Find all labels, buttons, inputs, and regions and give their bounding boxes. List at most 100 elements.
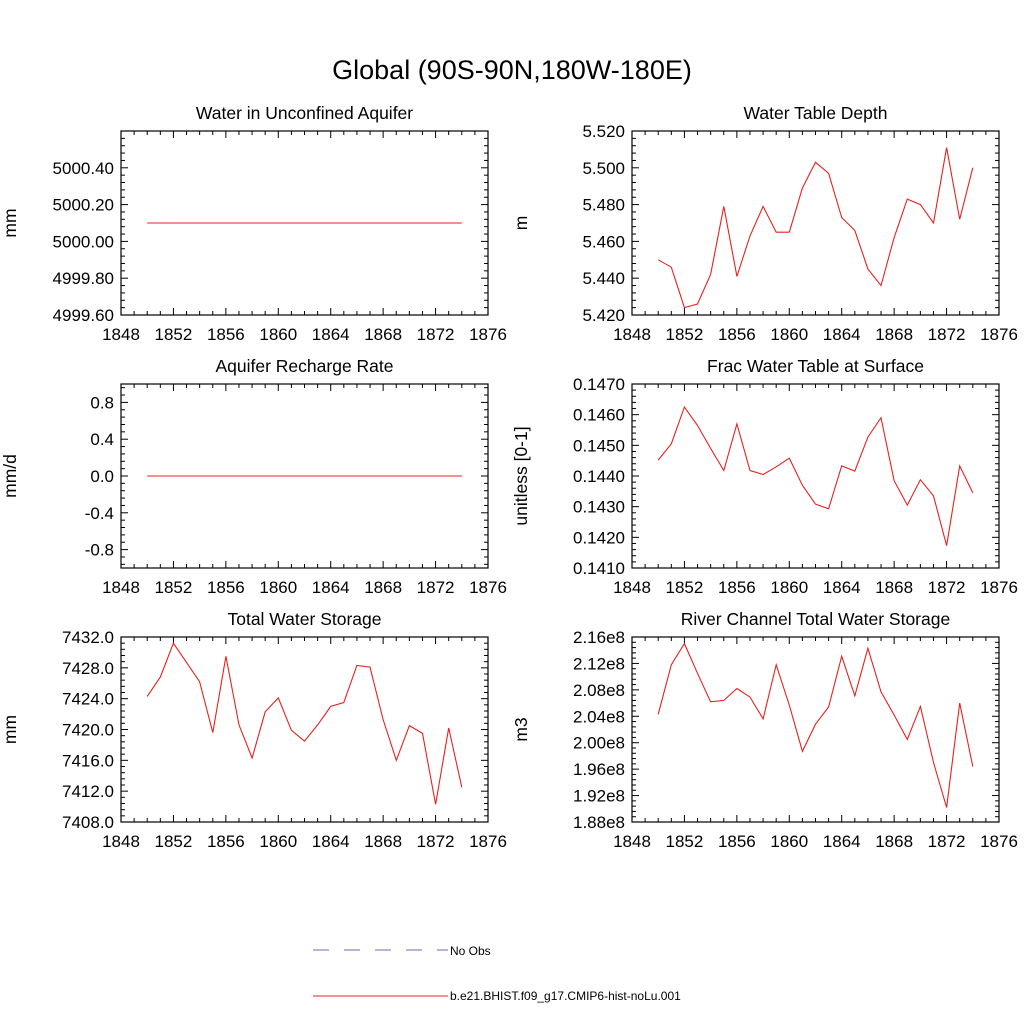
series-line: [146, 642, 463, 805]
x-tick-label: 1876: [469, 832, 507, 851]
y-tick-label: 0.1410: [573, 559, 625, 578]
y-tick-label: 2.04e8: [573, 707, 625, 726]
x-tick-label: 1852: [666, 578, 704, 597]
y-tick-label: 7412.0: [62, 782, 114, 801]
figure-title: Global (90S-90N,180W-180E): [332, 55, 692, 85]
x-tick-label: 1856: [207, 578, 245, 597]
y-tick-label: 0.1460: [573, 406, 625, 425]
y-tick-label: -0.4: [85, 504, 114, 523]
y-tick-label: 0.1440: [573, 467, 625, 486]
y-tick-label: 0.1470: [573, 375, 625, 394]
y-tick-label: 5.480: [582, 196, 625, 215]
y-tick-label: 5.500: [582, 159, 625, 178]
x-tick-label: 1876: [469, 578, 507, 597]
y-tick-label: 5.460: [582, 232, 625, 251]
y-axis-label: mm/d: [0, 454, 20, 498]
y-axis-label: unitless [0-1]: [511, 426, 531, 525]
x-tick-label: 1848: [613, 578, 651, 597]
plot-frame: [631, 636, 1000, 823]
y-axis-label: m: [511, 216, 531, 231]
chart-panel-4: 1848 1852 1856 1860 1864 1868 1872 1876 0.1410 0.…: [511, 356, 1018, 597]
y-tick-label: 0.1450: [573, 436, 625, 455]
x-tick-label: 1864: [312, 325, 350, 344]
y-tick-label: 5000.40: [53, 159, 114, 178]
y-tick-label: 0.8: [90, 393, 114, 412]
x-tick-label: 1848: [102, 832, 140, 851]
x-tick-label: 1868: [875, 325, 913, 344]
y-tick-label: 0.1420: [573, 528, 625, 547]
panel-title: Total Water Storage: [227, 609, 381, 629]
x-tick-label: 1864: [823, 832, 861, 851]
x-tick-label: 1876: [980, 325, 1018, 344]
x-tick-label: 1852: [155, 325, 193, 344]
x-tick-label: 1852: [666, 325, 704, 344]
y-tick-label: 4999.80: [53, 269, 114, 288]
chart-panel-6: 1848 1852 1856 1860 1864 1868 1872 1876 1.88e8 1.…: [511, 609, 1018, 851]
y-tick-label: 7420.0: [62, 721, 114, 740]
series-line: [657, 405, 974, 546]
x-tick-label: 1868: [875, 832, 913, 851]
y-tick-label: 7432.0: [62, 628, 114, 647]
y-tick-label: 5.420: [582, 306, 625, 325]
y-tick-label: 2.16e8: [573, 628, 625, 647]
y-axis-label: mm: [0, 208, 20, 237]
y-tick-label: 5.440: [582, 269, 625, 288]
x-tick-label: 1876: [980, 578, 1018, 597]
y-tick-label: 1.88e8: [573, 813, 625, 832]
x-tick-label: 1868: [364, 325, 402, 344]
y-tick-label: 1.92e8: [573, 787, 625, 806]
y-tick-label: 7424.0: [62, 690, 114, 709]
y-tick-label: 7428.0: [62, 659, 114, 678]
chart-panel-1: 1848 1852 1856 1860 1864 1868 1872 1876 4999.60 4…: [0, 103, 507, 344]
y-tick-label: 0.1430: [573, 498, 625, 517]
x-tick-label: 1860: [259, 832, 297, 851]
x-tick-label: 1864: [823, 325, 861, 344]
x-tick-label: 1848: [102, 578, 140, 597]
x-tick-label: 1860: [259, 325, 297, 344]
x-tick-label: 1868: [364, 832, 402, 851]
x-tick-label: 1876: [469, 325, 507, 344]
y-tick-label: 0.0: [90, 467, 114, 486]
legend-obs-label: No Obs: [450, 944, 491, 958]
x-tick-label: 1872: [928, 832, 966, 851]
panel-title: Water Table Depth: [744, 103, 888, 123]
x-tick-label: 1848: [613, 832, 651, 851]
x-tick-label: 1860: [770, 832, 808, 851]
x-tick-label: 1864: [823, 578, 861, 597]
y-tick-label: 5000.00: [53, 232, 114, 251]
chart-panel-5: 1848 1852 1856 1860 1864 1868 1872 1876 7408.0 74…: [0, 609, 507, 851]
x-tick-label: 1872: [928, 325, 966, 344]
legend: No Obs b.e21.BHIST.f09_g17.CMIP6-hist-noL…: [313, 944, 681, 1003]
y-tick-label: 7416.0: [62, 751, 114, 770]
y-tick-label: -0.8: [85, 541, 114, 560]
y-tick-label: 2.00e8: [573, 734, 625, 753]
y-tick-label: 5.520: [582, 122, 625, 141]
y-tick-label: 5000.20: [53, 196, 114, 215]
x-tick-label: 1852: [155, 832, 193, 851]
x-tick-label: 1856: [718, 325, 756, 344]
x-tick-label: 1852: [666, 832, 704, 851]
x-tick-label: 1876: [980, 832, 1018, 851]
panel-title: Aquifer Recharge Rate: [215, 356, 393, 376]
y-tick-label: 7408.0: [62, 813, 114, 832]
x-tick-label: 1868: [875, 578, 913, 597]
plot-frame: [120, 636, 489, 823]
x-tick-label: 1868: [364, 578, 402, 597]
panel-title: Water in Unconfined Aquifer: [196, 103, 413, 123]
x-tick-label: 1872: [417, 578, 455, 597]
panel-title: Frac Water Table at Surface: [707, 356, 924, 376]
y-tick-label: 2.08e8: [573, 681, 625, 700]
y-tick-label: 1.96e8: [573, 760, 625, 779]
x-tick-label: 1872: [417, 832, 455, 851]
y-axis-label: m3: [511, 717, 531, 741]
x-tick-label: 1864: [312, 832, 350, 851]
x-tick-label: 1860: [770, 325, 808, 344]
x-tick-label: 1872: [417, 325, 455, 344]
series-line: [657, 147, 974, 309]
series-line: [657, 642, 974, 808]
x-tick-label: 1856: [718, 832, 756, 851]
x-tick-label: 1856: [207, 325, 245, 344]
y-tick-label: 4999.60: [53, 306, 114, 325]
x-tick-label: 1848: [613, 325, 651, 344]
